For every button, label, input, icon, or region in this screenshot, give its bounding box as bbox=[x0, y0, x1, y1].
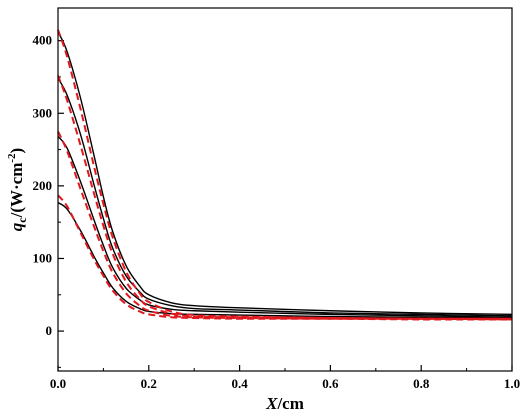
solid-curve-4 bbox=[57, 201, 513, 319]
y-axis-var: q bbox=[7, 222, 26, 231]
solid-curve-1 bbox=[57, 31, 513, 316]
y-tick-label: 400 bbox=[33, 33, 53, 48]
x-axis-unit: /cm bbox=[276, 394, 303, 413]
x-tick-label: 1.0 bbox=[504, 376, 520, 391]
x-tick-label: 0.4 bbox=[231, 376, 248, 391]
x-tick-label: 0.6 bbox=[322, 376, 339, 391]
dashed-curve-6 bbox=[57, 75, 513, 320]
x-axis-var: X bbox=[265, 394, 278, 413]
plot-frame bbox=[57, 7, 513, 372]
x-tick-label: 0.0 bbox=[50, 376, 66, 391]
y-tick-label: 100 bbox=[33, 250, 53, 265]
x-tick-label: 0.2 bbox=[141, 376, 157, 391]
solid-curve-2 bbox=[57, 78, 513, 317]
y-axis-unit-suffix: ) bbox=[7, 148, 26, 154]
x-tick-label: 0.8 bbox=[413, 376, 430, 391]
y-axis-sub: c bbox=[15, 217, 29, 223]
y-axis-unit-prefix: /(W·cm bbox=[7, 163, 26, 219]
series-layer bbox=[57, 29, 513, 321]
y-axis-ticks: 0 100 200 300 400 bbox=[33, 33, 64, 368]
dashed-curve-8 bbox=[57, 194, 513, 321]
solid-curve-3 bbox=[57, 136, 513, 318]
y-tick-label: 300 bbox=[33, 105, 53, 120]
y-axis-sup: -2 bbox=[6, 153, 18, 163]
y-tick-label: 0 bbox=[46, 323, 53, 338]
x-axis-title: X/cm bbox=[265, 394, 304, 413]
x-axis-ticks: 0.0 0.2 0.4 0.6 0.8 1.0 bbox=[50, 365, 520, 391]
y-axis-title: qc/(W·cm-2) bbox=[6, 148, 29, 231]
dashed-curve-7 bbox=[57, 130, 513, 321]
y-tick-label: 200 bbox=[33, 178, 53, 193]
